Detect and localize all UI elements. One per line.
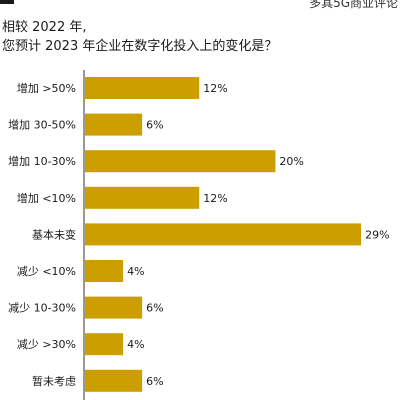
bar bbox=[85, 260, 124, 282]
bar bbox=[85, 77, 200, 99]
category-label: 减少 10-30% bbox=[8, 302, 76, 315]
value-label: 29% bbox=[365, 228, 389, 241]
category-label: 增加 >50% bbox=[17, 81, 76, 95]
source-label: 多其5G商业评论 bbox=[309, 0, 398, 10]
bar bbox=[85, 186, 200, 209]
value-label: 4% bbox=[127, 265, 144, 278]
value-label: 4% bbox=[127, 338, 144, 351]
chart-title-line-1: 相较 2022 年, bbox=[2, 20, 87, 35]
bar bbox=[85, 113, 143, 136]
category-label: 增加 30-50% bbox=[8, 118, 76, 132]
category-label: 减少 >30% bbox=[17, 338, 76, 351]
category-label: 暂未考虑 bbox=[32, 375, 76, 388]
category-label: 增加 10-30% bbox=[8, 154, 76, 168]
category-label: 减少 <10% bbox=[17, 265, 76, 278]
value-label: 20% bbox=[279, 155, 303, 168]
value-label: 12% bbox=[203, 82, 227, 95]
bar bbox=[85, 223, 362, 246]
brand-mark bbox=[0, 0, 14, 4]
chart-title-line-2: 您预计 2023 年企业在数字化投入上的变化是？ bbox=[2, 39, 278, 54]
bar bbox=[85, 296, 143, 319]
category-label: 增加 <10% bbox=[17, 191, 76, 205]
value-label: 6% bbox=[146, 302, 163, 315]
value-label: 6% bbox=[146, 119, 163, 132]
bar bbox=[85, 333, 124, 356]
value-label: 6% bbox=[146, 375, 163, 388]
category-label: 基本未变 bbox=[32, 227, 76, 241]
bar bbox=[85, 369, 143, 392]
bar bbox=[85, 150, 276, 173]
value-label: 12% bbox=[203, 192, 227, 205]
